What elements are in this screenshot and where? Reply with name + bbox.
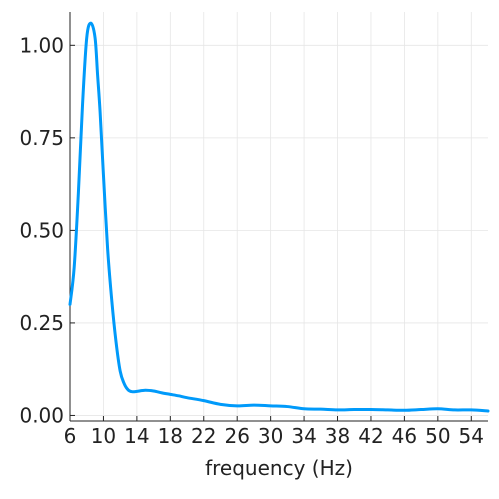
x-axis-label: frequency (Hz): [205, 456, 353, 480]
x-tick-label-2: 14: [124, 424, 149, 448]
x-tick-label-1: 10: [91, 424, 116, 448]
x-tick-label-9: 42: [358, 424, 383, 448]
series-line-0: [68, 21, 490, 413]
x-tick-label-5: 26: [224, 424, 249, 448]
series-layer: [68, 21, 490, 413]
ticks: 6 10 14 18 22 26 30 34 38 42 46 50 54 0.00 0.25 0.50 0.7…: [19, 33, 484, 448]
y-tick-label-4: 1.00: [19, 33, 64, 57]
x-tick-label-0: 6: [64, 424, 77, 448]
y-tick-label-1: 0.25: [19, 311, 64, 335]
y-tick-label-0: 0.00: [19, 403, 64, 427]
y-tick-label-3: 0.75: [19, 126, 64, 150]
axes: [69, 12, 488, 422]
y-tick-label-2: 0.50: [19, 218, 64, 242]
x-tick-label-4: 22: [191, 424, 216, 448]
grid: [69, 12, 488, 421]
x-tick-label-7: 34: [291, 424, 316, 448]
x-tick-label-6: 30: [258, 424, 283, 448]
x-tick-label-8: 38: [325, 424, 350, 448]
x-tick-label-11: 50: [425, 424, 450, 448]
x-tick-label-10: 46: [392, 424, 417, 448]
x-tick-label-12: 54: [459, 424, 484, 448]
x-tick-label-3: 18: [158, 424, 183, 448]
